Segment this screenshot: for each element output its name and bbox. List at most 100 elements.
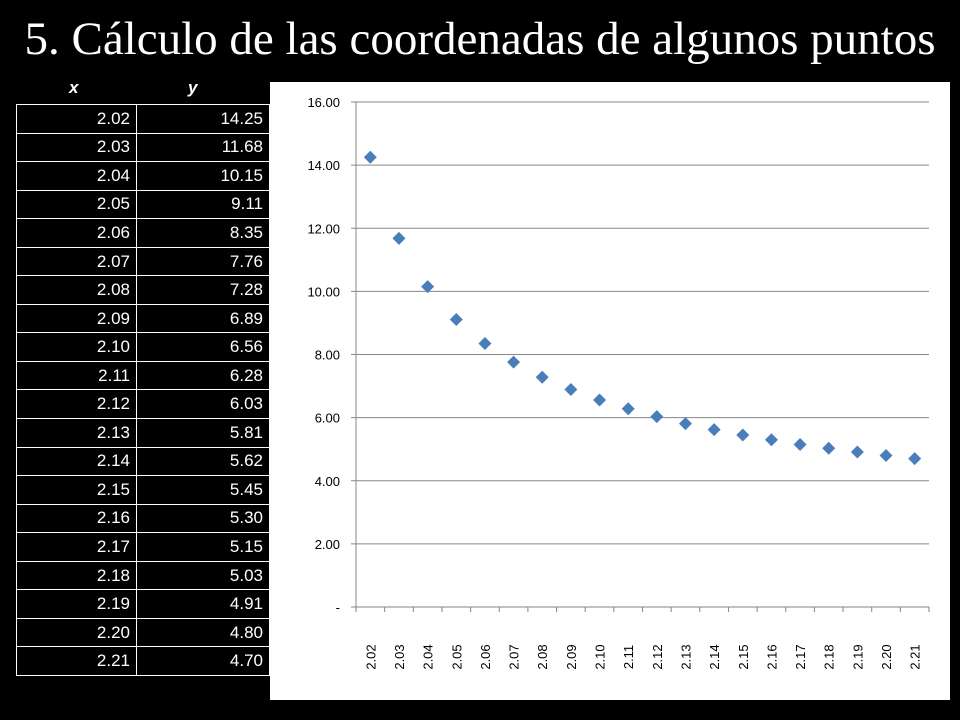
y-value-cell: 7.28 — [136, 275, 270, 305]
x-value-cell: 2.10 — [16, 332, 137, 362]
x-column-header: x — [69, 78, 79, 97]
x-value-cell: 2.13 — [16, 418, 137, 448]
data-point — [363, 150, 377, 164]
table-row: 2.18 5.03 — [16, 560, 270, 591]
slide-title: 5. Cálculo de las coordenadas de algunos… — [24, 13, 936, 65]
x-tick-label: 2.12 — [650, 644, 665, 669]
table-header: x y — [16, 77, 254, 99]
x-value-cell: 2.16 — [16, 503, 137, 534]
y-tick-label: 10.00 — [307, 284, 340, 299]
y-value-cell: 11.68 — [136, 132, 270, 163]
table-row: 2.05 9.11 — [16, 189, 270, 220]
x-value-cell: 2.07 — [16, 246, 137, 277]
x-value-cell: 2.04 — [16, 161, 137, 191]
table-row: 2.02 14.25 — [16, 104, 270, 134]
table-row: 2.14 5.62 — [16, 446, 270, 477]
y-tick-label: 14.00 — [307, 158, 340, 173]
x-tick-label: 2.07 — [507, 644, 522, 669]
data-table: 2.02 14.25 2.03 11.68 2.04 10.15 2.05 9.11 2.06 8… — [16, 104, 270, 676]
x-value-cell: 2.03 — [16, 132, 137, 163]
data-point — [793, 437, 807, 451]
x-tick-label: 2.14 — [707, 644, 722, 669]
data-point — [879, 449, 893, 462]
x-value-cell: 2.05 — [16, 189, 137, 220]
table-row: 2.17 5.15 — [16, 532, 270, 562]
y-value-cell: 4.80 — [136, 617, 270, 648]
data-point — [421, 280, 435, 294]
data-point — [908, 452, 922, 466]
x-value-cell: 2.15 — [16, 475, 137, 505]
x-tick-label: 2.21 — [908, 644, 923, 669]
data-point — [850, 445, 864, 459]
data-point — [507, 355, 521, 369]
y-tick-label: 6.00 — [315, 411, 340, 426]
data-point — [621, 402, 635, 416]
scatter-chart: - 2.00 4.00 6.00 8.00 10.00 12.00 14.00 16.00 2.0… — [307, 95, 930, 670]
table-row: 2.10 6.56 — [16, 332, 270, 362]
x-tick-label: 2.09 — [564, 644, 579, 669]
data-point — [392, 231, 406, 245]
x-value-cell: 2.14 — [16, 446, 137, 477]
y-value-cell: 8.35 — [136, 218, 270, 248]
y-value-cell: 14.25 — [136, 104, 270, 134]
data-point — [535, 370, 549, 384]
y-value-cell: 4.70 — [136, 646, 270, 676]
data-point — [707, 423, 721, 437]
x-tick-label: 2.16 — [764, 644, 779, 669]
table-row: 2.21 4.70 — [16, 646, 270, 676]
data-point — [478, 336, 492, 350]
x-tick-label: 2.18 — [822, 644, 837, 669]
x-tick-label: 2.15 — [736, 644, 751, 669]
y-value-cell: 5.03 — [136, 560, 270, 591]
data-point — [822, 441, 836, 455]
chart-panel: - 2.00 4.00 6.00 8.00 10.00 12.00 14.00 16.00 2.0… — [270, 82, 950, 700]
table-row: 2.13 5.81 — [16, 418, 270, 448]
x-value-cell: 2.20 — [16, 617, 137, 648]
x-value-cell: 2.09 — [16, 303, 137, 334]
data-point — [764, 433, 778, 447]
table-row: 2.12 6.03 — [16, 389, 270, 420]
table-row: 2.08 7.28 — [16, 275, 270, 305]
x-tick-label: 2.20 — [879, 644, 894, 669]
y-value-cell: 6.89 — [136, 303, 270, 334]
data-point — [564, 383, 578, 397]
table-row: 2.09 6.89 — [16, 303, 270, 334]
data-point — [678, 417, 692, 431]
x-tick-label: 2.06 — [478, 644, 493, 669]
x-value-cell: 2.08 — [16, 275, 137, 305]
y-tick-label: 4.00 — [315, 474, 340, 489]
table-row: 2.11 6.28 — [16, 360, 270, 391]
x-tick-label: 2.03 — [392, 644, 407, 669]
y-tick-label: 16.00 — [307, 95, 340, 110]
y-value-cell: 10.15 — [136, 161, 270, 191]
y-value-cell: 6.28 — [136, 360, 270, 391]
table-row: 2.06 8.35 — [16, 218, 270, 248]
x-value-cell: 2.02 — [16, 104, 137, 134]
x-tick-label: 2.13 — [678, 644, 693, 669]
table-row: 2.04 10.15 — [16, 161, 270, 191]
x-value-cell: 2.11 — [16, 360, 137, 391]
y-value-cell: 7.76 — [136, 246, 270, 277]
x-tick-label: 2.08 — [535, 644, 550, 669]
y-value-cell: 5.15 — [136, 532, 270, 562]
y-value-cell: 6.56 — [136, 332, 270, 362]
x-value-cell: 2.06 — [16, 218, 137, 248]
table-row: 2.16 5.30 — [16, 503, 270, 534]
x-tick-label: 2.17 — [793, 644, 808, 669]
x-value-cell: 2.19 — [16, 589, 137, 619]
y-column-header: y — [188, 78, 198, 97]
table-row: 2.19 4.91 — [16, 589, 270, 619]
table-row: 2.03 11.68 — [16, 132, 270, 163]
table-row: 2.15 5.45 — [16, 475, 270, 505]
y-tick-label: - — [336, 600, 340, 615]
y-value-cell: 5.30 — [136, 503, 270, 534]
x-value-cell: 2.17 — [16, 532, 137, 562]
x-tick-label: 2.04 — [421, 644, 436, 669]
x-tick-label: 2.10 — [593, 644, 608, 669]
y-value-cell: 4.91 — [136, 589, 270, 619]
y-tick-label: 2.00 — [315, 537, 340, 552]
y-value-cell: 6.03 — [136, 389, 270, 420]
x-value-cell: 2.12 — [16, 389, 137, 420]
x-tick-label: 2.19 — [850, 644, 865, 669]
data-point — [736, 428, 750, 442]
